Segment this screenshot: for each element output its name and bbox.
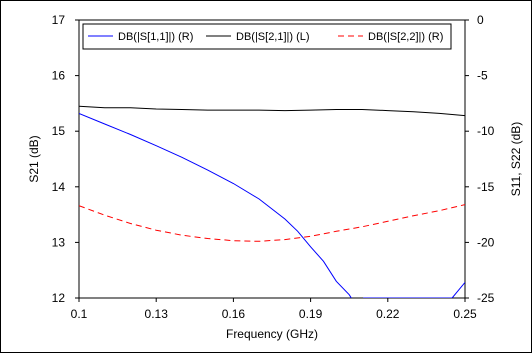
left-y-axis-title: S21 (dB) — [27, 135, 41, 182]
x-axis-title: Frequency (GHz) — [226, 327, 318, 341]
ticks-layer: 0.1 0.13 0.16 0.19 0.22 0.25 12 13 14 15 16 17 0 -5 -1… — [52, 13, 495, 321]
x-tick-label: 0.13 — [145, 307, 169, 321]
left-y-tick-label: 13 — [52, 235, 66, 249]
right-y-axis-title: S11, S22 (dB) — [509, 122, 523, 196]
right-y-tick-label: -15 — [477, 180, 495, 194]
legend-entry-3: DB(|S[2,2]|) (R) — [368, 31, 443, 43]
right-y-tick-label: -10 — [477, 124, 495, 138]
left-y-tick-label: 14 — [52, 180, 66, 194]
x-tick-label: 0.1 — [71, 307, 88, 321]
legend-entry-2: DB(|S[2,1]|) (L) — [236, 31, 310, 43]
series-layer — [79, 105, 465, 298]
x-tick-label: 0.25 — [453, 307, 477, 321]
left-y-tick-label: 16 — [52, 69, 66, 83]
left-y-tick-label: 17 — [52, 13, 66, 27]
right-y-tick-label: -25 — [477, 291, 495, 305]
legend-box — [82, 23, 452, 50]
x-tick-label: 0.19 — [299, 307, 323, 321]
x-tick-label: 0.22 — [376, 307, 400, 321]
left-y-tick-label: 12 — [52, 291, 66, 305]
series-line-1 — [79, 112, 465, 298]
right-y-tick-label: -5 — [477, 69, 488, 83]
plot-area — [78, 19, 466, 299]
legend: DB(|S[1,1]|) (R) DB(|S[2,1]|) (L) DB(|S[2,… — [82, 23, 452, 50]
right-y-tick-label: -20 — [477, 235, 495, 249]
right-y-tick-label: 0 — [477, 13, 484, 27]
left-y-tick-label: 15 — [52, 124, 66, 138]
legend-entry-1: DB(|S[1,1]|) (R) — [118, 31, 193, 43]
x-tick-label: 0.16 — [222, 307, 246, 321]
series-line-2 — [79, 105, 465, 117]
